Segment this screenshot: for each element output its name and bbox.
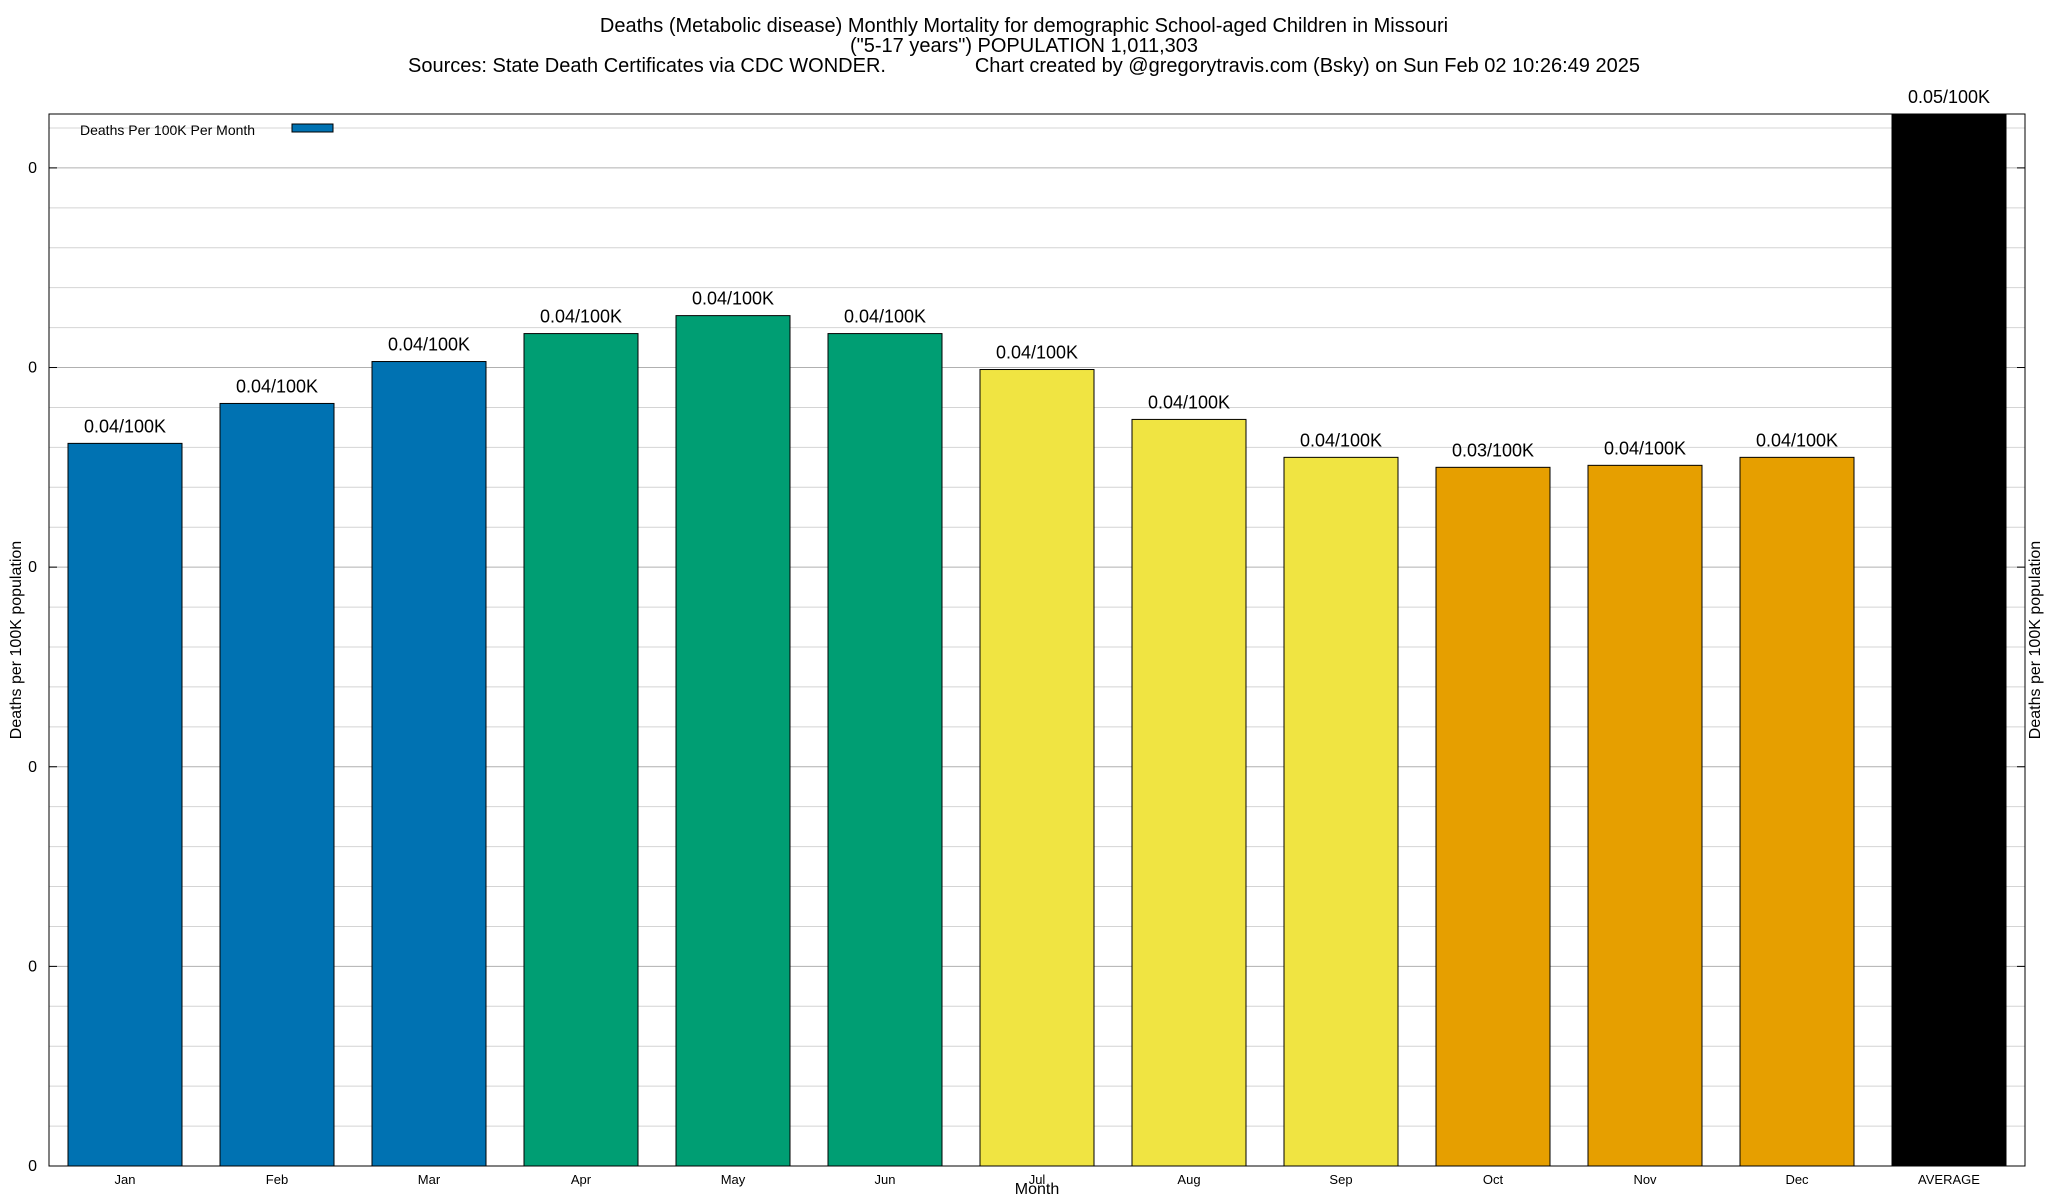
bar-feb: [219, 402, 335, 1167]
plot-frame: [48, 113, 2026, 1167]
data-label-sep: 0.04/100K: [1300, 430, 1382, 450]
data-label-oct: 0.03/100K: [1452, 440, 1534, 460]
x-tick-label-jun: Jun: [875, 1172, 896, 1187]
x-tick-label-average: AVERAGE: [1918, 1172, 1980, 1187]
bars: [67, 113, 2007, 1167]
x-tick-label-nov: Nov: [1633, 1172, 1657, 1187]
legend: Deaths Per 100K Per Month: [80, 122, 334, 138]
data-label-nov: 0.04/100K: [1604, 438, 1686, 458]
y-axis-ticks: 0 0 0 0 0 0: [28, 160, 2025, 1175]
data-label-may: 0.04/100K: [692, 289, 774, 309]
legend-label: Deaths Per 100K Per Month: [80, 122, 255, 138]
bar-dec: [1739, 456, 1855, 1167]
x-axis-category-labels: Jan Feb Mar Apr May Jun Jul Aug Sep Oct Nov Dec AVER…: [115, 1172, 1981, 1187]
data-label-average: 0.05/100K: [1908, 87, 1990, 107]
bar-average: [1891, 113, 2007, 1167]
data-label-jun: 0.04/100K: [844, 307, 926, 327]
chart-title-line-2: ("5-17 years") POPULATION 1,011,303: [850, 35, 1198, 57]
bar-may: [675, 315, 791, 1167]
data-label-dec: 0.04/100K: [1756, 430, 1838, 450]
x-tick-label-may: May: [721, 1172, 746, 1187]
bar-jun: [827, 333, 943, 1167]
x-tick-label-jul: Jul: [1029, 1172, 1046, 1187]
y2-axis-label: Deaths per 100K population: [2027, 541, 2044, 739]
data-label-mar: 0.04/100K: [388, 335, 470, 355]
y-axis-label: Deaths per 100K population: [8, 541, 25, 739]
x-tick-label-mar: Mar: [418, 1172, 441, 1187]
data-label-jan: 0.04/100K: [84, 416, 166, 436]
y-tick-label: 0: [28, 360, 37, 377]
bar-jan: [67, 442, 183, 1167]
x-tick-label-jan: Jan: [115, 1172, 136, 1187]
bar-nov: [1587, 464, 1703, 1167]
legend-swatch: [291, 123, 334, 133]
x-tick-label-aug: Aug: [1177, 1172, 1200, 1187]
y-tick-label: 0: [28, 559, 37, 576]
chart-title-line-3: Sources: State Death Certificates via CD…: [408, 55, 1640, 77]
bar-jul: [979, 369, 1095, 1167]
bar-sep: [1283, 456, 1399, 1167]
x-tick-label-dec: Dec: [1785, 1172, 1809, 1187]
x-tick-label-apr: Apr: [571, 1172, 592, 1187]
chart-title: Deaths (Metabolic disease) Monthly Morta…: [408, 15, 1640, 77]
bar-oct: [1435, 466, 1551, 1167]
bar-mar: [371, 361, 487, 1167]
y-tick-label: 0: [28, 1158, 37, 1175]
x-tick-label-sep: Sep: [1329, 1172, 1352, 1187]
bar-data-labels: 0.04/100K 0.04/100K 0.04/100K 0.04/100K 0.04…: [84, 87, 1990, 460]
x-axis-label: Month: [1015, 1181, 1059, 1198]
data-label-apr: 0.04/100K: [540, 307, 622, 327]
data-label-feb: 0.04/100K: [236, 376, 318, 396]
x-tick-label-oct: Oct: [1483, 1172, 1504, 1187]
bar-aug: [1131, 418, 1247, 1167]
y-tick-label: 0: [28, 160, 37, 177]
chart-title-line-1: Deaths (Metabolic disease) Monthly Morta…: [600, 15, 1448, 37]
y-tick-label: 0: [28, 958, 37, 975]
y-tick-label: 0: [28, 759, 37, 776]
data-label-jul: 0.04/100K: [996, 343, 1078, 363]
x-tick-label-feb: Feb: [266, 1172, 288, 1187]
data-label-aug: 0.04/100K: [1148, 392, 1230, 412]
bar-apr: [523, 333, 639, 1167]
